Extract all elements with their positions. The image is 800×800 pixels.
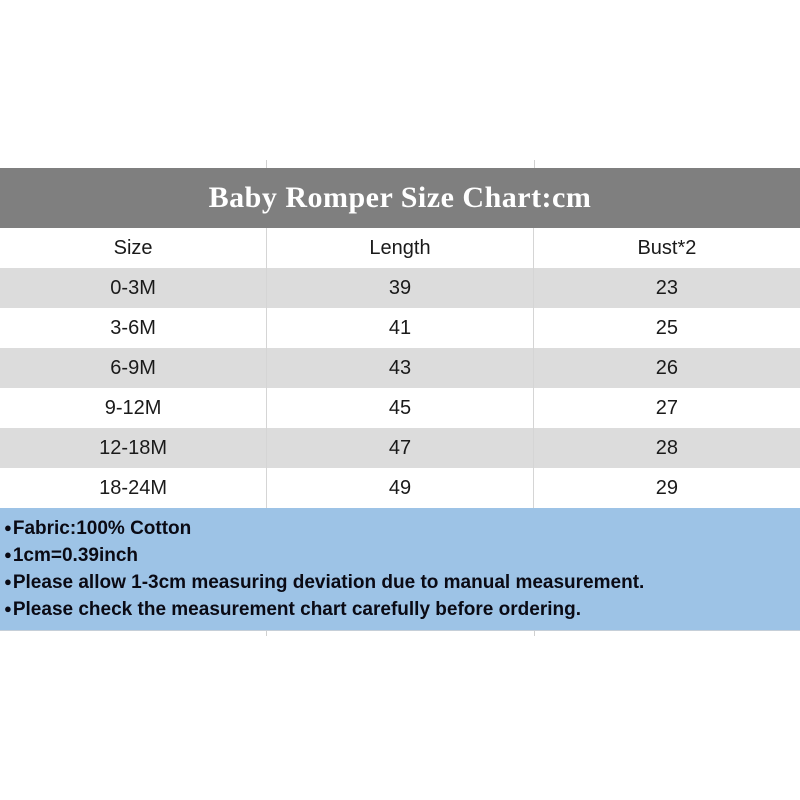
- column-divider-tick: [266, 631, 267, 636]
- note-check-chart: ●Please check the measurement chart care…: [4, 596, 794, 623]
- column-divider-tick: [534, 631, 535, 636]
- note-text: Please check the measurement chart caref…: [12, 599, 581, 620]
- chart-title: Baby Romper Size Chart:cm: [208, 181, 592, 214]
- column-header-size: Size: [0, 228, 268, 268]
- size-cell: 3-6M: [0, 308, 268, 348]
- note-text: Fabric:100% Cotton: [12, 518, 192, 539]
- column-header-bust: Bust*2: [637, 236, 697, 259]
- table-row: 18-24M 49 29: [0, 468, 800, 508]
- size-cell: 0-3M: [0, 268, 268, 308]
- size-cell: 6-9M: [0, 348, 268, 388]
- note-fabric: ●Fabric:100% Cotton: [4, 515, 794, 542]
- column-divider-tick: [534, 160, 535, 168]
- bullet-icon: ●: [4, 574, 12, 589]
- header-row: Size Length Bust*2: [0, 228, 800, 268]
- bullet-icon: ●: [4, 547, 12, 562]
- bust-cell: 25: [655, 316, 679, 339]
- length-cell: 45: [266, 388, 534, 428]
- bust-cell: 23: [655, 276, 679, 299]
- size-cell: 18-24M: [0, 468, 268, 508]
- table-header: Size Length Bust*2: [0, 228, 800, 268]
- length-cell: 39: [266, 268, 534, 308]
- table-row: 6-9M 43 26: [0, 348, 800, 388]
- length-cell: 43: [266, 348, 534, 388]
- bust-cell: 28: [655, 436, 679, 459]
- table-body: 0-3M 39 23 3-6M 41 25 6-9M 43 26 9-12M 4…: [0, 268, 800, 508]
- table-row: 12-18M 47 28: [0, 428, 800, 468]
- title-band: Baby Romper Size Chart:cm: [0, 168, 800, 228]
- bust-cell: 29: [655, 476, 679, 499]
- table-bottom-border: [0, 630, 800, 636]
- table-row: 3-6M 41 25: [0, 308, 800, 348]
- size-table: Size Length Bust*2 0-3M 39 23 3-6M 41 25…: [0, 228, 800, 508]
- table-row: 9-12M 45 27: [0, 388, 800, 428]
- column-header-length: Length: [266, 228, 534, 268]
- bullet-icon: ●: [4, 520, 12, 535]
- bust-cell: 26: [655, 356, 679, 379]
- note-conversion: ●1cm=0.39inch: [4, 542, 794, 569]
- notes-panel: ●Fabric:100% Cotton ●1cm=0.39inch ●Pleas…: [0, 508, 800, 630]
- column-divider-tick: [266, 160, 267, 168]
- table-row: 0-3M 39 23: [0, 268, 800, 308]
- length-cell: 47: [266, 428, 534, 468]
- length-cell: 49: [266, 468, 534, 508]
- note-text: Please allow 1-3cm measuring deviation d…: [12, 572, 645, 593]
- note-text: 1cm=0.39inch: [12, 545, 139, 566]
- size-cell: 12-18M: [0, 428, 268, 468]
- note-deviation: ●Please allow 1-3cm measuring deviation …: [4, 569, 794, 596]
- size-cell: 9-12M: [0, 388, 268, 428]
- top-whitespace: [0, 0, 800, 168]
- bust-cell: 27: [655, 396, 679, 419]
- bullet-icon: ●: [4, 601, 12, 616]
- length-cell: 41: [266, 308, 534, 348]
